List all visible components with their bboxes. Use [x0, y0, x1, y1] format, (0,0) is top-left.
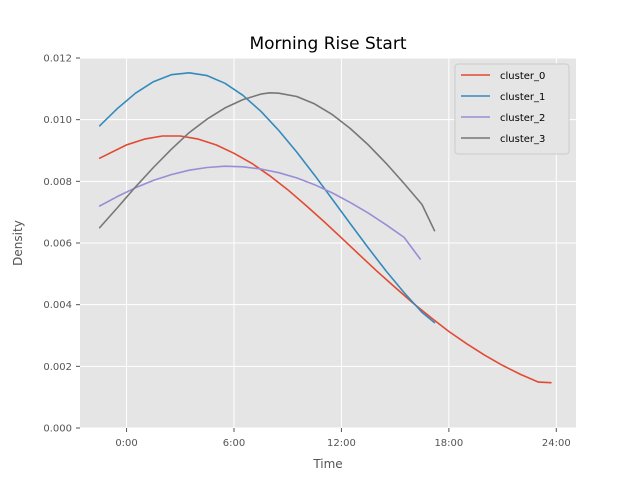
y-tick-label: 0.006 [43, 239, 72, 250]
x-tick-label: 6:00 [223, 438, 245, 449]
y-tick-label: 0.002 [43, 362, 72, 373]
y-tick-label: 0.012 [43, 54, 72, 65]
x-axis-ticks: 0:00 6:00 12:00 18:00 24:00 [115, 428, 571, 449]
x-tick-label: 0:00 [115, 438, 137, 449]
legend: cluster_0 cluster_1 cluster_2 cluster_3 [454, 63, 570, 155]
y-tick-label: 0.004 [43, 300, 72, 311]
series-line-cluster-1 [98, 72, 436, 324]
x-tick-label: 12:00 [327, 438, 356, 449]
legend-box [454, 63, 570, 155]
y-tick-label: 0.000 [43, 424, 72, 435]
chart-title: Morning Rise Start [249, 34, 406, 54]
legend-label-cluster-2: cluster_2 [500, 113, 545, 124]
legend-label-cluster-1: cluster_1 [500, 92, 545, 103]
x-axis-label: Time [312, 457, 342, 471]
series-lines [98, 72, 552, 384]
series-line-cluster-3 [98, 92, 436, 232]
y-axis-label: Density [11, 220, 25, 266]
legend-label-cluster-3: cluster_3 [500, 134, 545, 145]
y-tick-label: 0.008 [43, 177, 72, 188]
x-tick-label: 24:00 [542, 438, 571, 449]
y-tick-label: 0.010 [43, 115, 72, 126]
series-line-cluster-0 [98, 135, 552, 384]
legend-label-cluster-0: cluster_0 [500, 71, 545, 82]
legend-entries: cluster_0 cluster_1 cluster_2 cluster_3 [461, 71, 545, 145]
x-tick-label: 18:00 [434, 438, 463, 449]
series-line-cluster-2 [98, 165, 422, 260]
y-axis-ticks: 0.000 0.002 0.004 0.006 0.008 0.010 0.012 [43, 54, 80, 435]
